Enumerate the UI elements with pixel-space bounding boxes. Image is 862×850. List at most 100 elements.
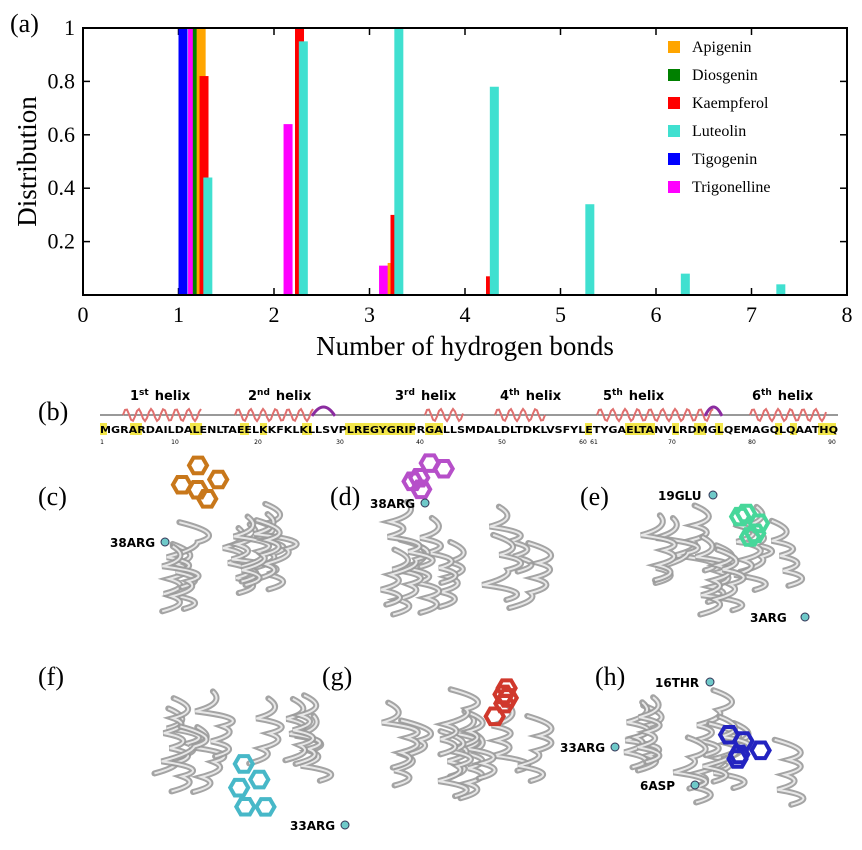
legend-swatch [668, 153, 680, 165]
legend-label: Trigonelline [692, 179, 771, 196]
ruler-label: 40 [416, 439, 424, 446]
ribbon-highlight [733, 523, 767, 591]
ribbon-highlight [482, 533, 522, 601]
residue-label: 33ARG [290, 819, 335, 833]
helix-word: helix [155, 389, 191, 404]
ribbon-highlight [285, 694, 318, 762]
ribbon-highlight [439, 541, 465, 608]
turn [703, 405, 724, 417]
ligand [496, 688, 520, 708]
legend-swatch [668, 41, 680, 53]
helix-label: 1st helix [130, 388, 191, 404]
ribbon-highlight [161, 725, 208, 793]
residue-label: 16THR [655, 676, 699, 690]
helix-number: 5 [603, 389, 612, 404]
panel-label: (f) [38, 662, 64, 691]
chart-a: (a) Distribution Number of hydrogen bonds 0… [10, 9, 853, 361]
helix-label: 3rd helix [395, 388, 457, 404]
bar [489, 86, 499, 296]
residue-label: 33ARG [560, 741, 605, 755]
ligand [227, 777, 251, 798]
helix-wave [596, 407, 714, 423]
ribbon-highlight [392, 548, 422, 616]
residue-atom [340, 820, 350, 830]
highlight [302, 423, 312, 435]
legend-label: Diosgenin [692, 67, 758, 84]
ribbon-highlight [700, 544, 744, 612]
residue-label: 19GLU [658, 489, 702, 503]
ribbon-highlight [381, 701, 419, 769]
ruler-label: 10 [171, 439, 179, 446]
bar [178, 28, 188, 295]
legend-label: Tigogenin [692, 151, 757, 168]
helix-suffix: th [612, 388, 623, 398]
ligand [738, 527, 762, 547]
bar [680, 273, 690, 295]
ribbon-highlight [440, 688, 480, 756]
highlight [625, 423, 655, 435]
ligand [170, 474, 194, 495]
ribbon-highlight [491, 704, 530, 772]
ribbon-highlight [771, 519, 804, 587]
ruler-label: 80 [748, 439, 756, 446]
ligand [493, 693, 516, 714]
turn [310, 405, 337, 417]
ruler-label: 61 [590, 439, 598, 446]
panel-label: (h) [595, 662, 625, 691]
ligand [407, 467, 431, 488]
highlight [790, 423, 797, 435]
ligand [483, 706, 507, 727]
ribbon-highlight [774, 738, 805, 806]
helix-word: helix [778, 389, 814, 404]
helix-number: 3 [395, 389, 404, 404]
ruler-label: 30 [336, 439, 344, 446]
panel-b: (b)1st helix 2nd helix 3rd helix 4th helix 5th he… [38, 388, 838, 446]
panel-label: (e) [580, 482, 609, 511]
highlight [100, 423, 107, 435]
panel-label: (d) [330, 482, 360, 511]
ligand [418, 453, 442, 473]
bar [298, 41, 308, 295]
legend-swatch [668, 69, 680, 81]
ribbon-highlight [518, 715, 553, 782]
legend-label: Luteolin [692, 123, 746, 140]
x-tick-label: 8 [842, 302, 853, 327]
ligand [727, 744, 751, 765]
helix-wave [122, 407, 202, 423]
x-axis-label: Number of hydrogen bonds [316, 331, 614, 361]
ribbon-highlight [696, 689, 733, 757]
ribbon-highlight [713, 722, 750, 790]
x-tick-label: 4 [460, 302, 471, 327]
highlight [425, 423, 443, 435]
panel-label: (g) [322, 662, 352, 691]
legend-swatch [668, 97, 680, 109]
bar [776, 284, 786, 295]
ligand [749, 740, 772, 761]
bar [585, 204, 595, 295]
helix-number: 2 [248, 389, 257, 404]
helix-number: 1 [130, 389, 139, 404]
ligand [186, 479, 209, 500]
residue-label: 38ARG [370, 497, 415, 511]
helix-label: 4th helix [500, 388, 562, 404]
bar [203, 177, 213, 295]
ligand [743, 523, 767, 544]
residue-atom [420, 498, 430, 508]
residue-label: 6ASP [640, 779, 675, 793]
ribbon-highlight [736, 506, 774, 573]
helix-suffix: rd [404, 388, 415, 398]
ribbon-highlight [166, 521, 211, 589]
ribbon-highlight [254, 513, 298, 581]
legend-swatch [668, 125, 680, 137]
panel-label: (a) [10, 9, 39, 38]
helix-word: helix [629, 389, 665, 404]
ribbon-highlight [637, 696, 661, 764]
ligand [233, 796, 257, 817]
bar [379, 265, 389, 295]
ribbon-highlight [695, 536, 732, 603]
y-tick-label: 0.6 [48, 122, 76, 147]
residue-atom [610, 742, 620, 752]
bar [394, 28, 404, 295]
highlight [775, 423, 782, 435]
